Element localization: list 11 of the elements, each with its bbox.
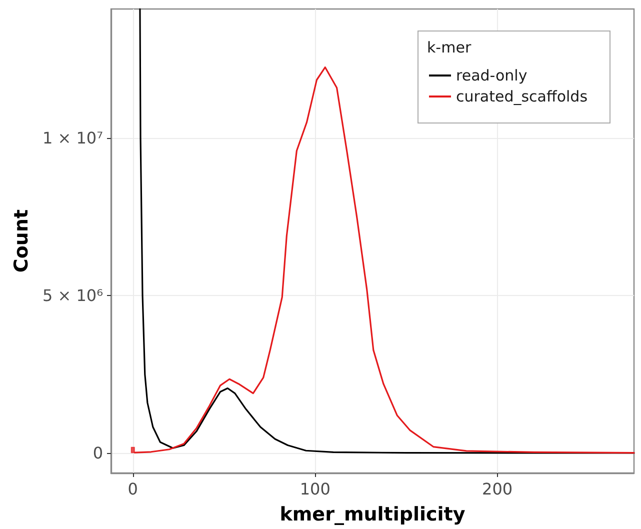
y-axis-title: Count	[10, 209, 32, 273]
x-tick-label: 200	[482, 480, 513, 498]
x-tick-label: 100	[300, 480, 330, 498]
y-tick-label: 5 × 10⁶	[42, 286, 103, 306]
y-tick-label: 0	[92, 444, 103, 463]
legend-label: curated_scaffolds	[456, 88, 588, 106]
x-tick-label: 0	[128, 480, 138, 498]
legend-label: read-only	[456, 66, 528, 84]
x-axis-title: kmer_multiplicity	[280, 504, 466, 526]
legend-title: k-mer	[427, 38, 472, 56]
y-tick-label: 1 × 10⁷	[42, 128, 103, 148]
